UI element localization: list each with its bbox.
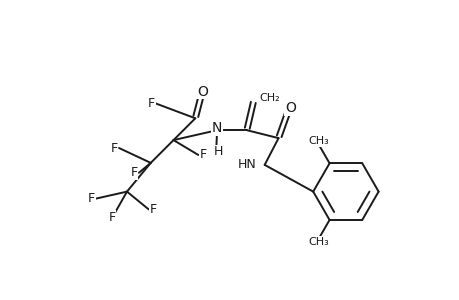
Text: HN: HN xyxy=(237,158,256,171)
Text: CH₂: CH₂ xyxy=(259,94,280,103)
Text: F: F xyxy=(110,142,118,154)
Text: F: F xyxy=(150,203,157,216)
Text: F: F xyxy=(108,211,115,224)
Text: O: O xyxy=(285,101,295,116)
Text: N: N xyxy=(212,121,222,135)
Text: CH₃: CH₃ xyxy=(308,237,328,247)
Text: F: F xyxy=(199,148,207,161)
Text: O: O xyxy=(196,85,207,98)
Text: H: H xyxy=(213,146,222,158)
Text: F: F xyxy=(88,192,95,205)
Text: CH₃: CH₃ xyxy=(308,136,328,146)
Text: F: F xyxy=(130,166,137,179)
Text: F: F xyxy=(148,97,155,110)
